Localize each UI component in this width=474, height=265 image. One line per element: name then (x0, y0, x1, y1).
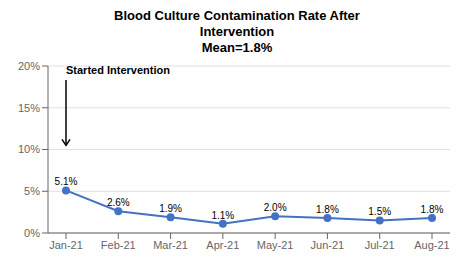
html-text:Blood Culture Contamination Ra: Blood Culture Contamination Rate After (114, 8, 360, 23)
svg-text:0%: 0% (24, 227, 40, 239)
svg-text:1.8%: 1.8% (316, 204, 339, 215)
html-text:Intervention: Intervention (199, 24, 275, 39)
svg-text:1.5%: 1.5% (368, 206, 391, 217)
svg-text:2.0%: 2.0% (264, 202, 287, 213)
svg-text:Started Intervention: Started Intervention (66, 64, 170, 76)
svg-text:Jun-21: Jun-21 (311, 239, 345, 251)
svg-text:Jan-21: Jan-21 (49, 239, 83, 251)
svg-text:Mar-21: Mar-21 (153, 239, 188, 251)
svg-text:1.9%: 1.9% (159, 203, 182, 214)
svg-text:Feb-21: Feb-21 (101, 239, 136, 251)
svg-text:10%: 10% (18, 143, 40, 155)
svg-text:Aug-21: Aug-21 (414, 239, 449, 251)
svg-text:Apr-21: Apr-21 (206, 239, 239, 251)
html-text:Mean=1.8%: Mean=1.8% (201, 40, 273, 55)
svg-text:20%: 20% (18, 60, 40, 72)
svg-text:2.6%: 2.6% (107, 197, 130, 208)
svg-text:May-21: May-21 (257, 239, 294, 251)
svg-text:5.1%: 5.1% (55, 176, 78, 187)
svg-text:1.1%: 1.1% (211, 210, 234, 221)
svg-text:15%: 15% (18, 102, 40, 114)
svg-text:Jul-21: Jul-21 (365, 239, 395, 251)
svg-text:1.8%: 1.8% (421, 204, 444, 215)
svg-text:5%: 5% (24, 185, 40, 197)
